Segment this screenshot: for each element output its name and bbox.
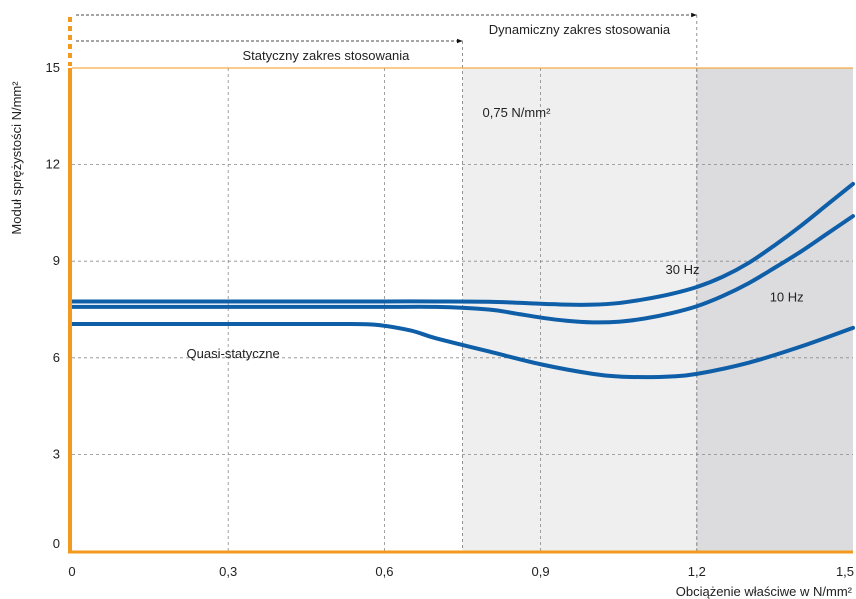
region-label-0: 0,75 N/mm² (483, 105, 552, 120)
y-tick-label-2: 6 (53, 350, 60, 365)
y-tick-label-3: 9 (53, 253, 60, 268)
x-tick-label-1: 0,3 (219, 564, 237, 579)
regions-layer (462, 68, 853, 551)
y-tick-label-5: 15 (46, 60, 60, 75)
label-layer: 0,75 N/mm² Dynamiczny zakres stosowania St… (9, 22, 854, 599)
series-line-0 (70, 181, 855, 307)
series-label-2: Quasi-statyczne (187, 346, 280, 361)
y-axis-title: Moduł sprężystości N/mm² (9, 81, 24, 235)
axis-layer (68, 17, 853, 554)
series-layer (70, 181, 855, 380)
series-label-0: 30 Hz (666, 262, 700, 277)
x-tick-label-0: 0 (68, 564, 75, 579)
y-tick-label-0: 0 (53, 536, 60, 551)
range-layer (76, 12, 698, 551)
range-label-0: Dynamiczny zakres stosowania (489, 22, 671, 37)
range-label-1: Statyczny zakres stosowania (243, 48, 411, 63)
series-line-2 (70, 321, 855, 380)
x-tick-label-4: 1,2 (688, 564, 706, 579)
series-label-1: 10 Hz (770, 289, 804, 304)
shaded-region-1 (696, 68, 853, 551)
series-line-1 (70, 214, 855, 325)
x-tick-label-2: 0,6 (375, 564, 393, 579)
x-tick-label-5: 1,5 (836, 564, 854, 579)
x-tick-label-3: 0,9 (532, 564, 550, 579)
x-axis-title: Obciążenie właściwe w N/mm² (676, 584, 853, 599)
y-tick-label-4: 12 (46, 157, 60, 172)
y-tick-label-1: 3 (53, 446, 60, 461)
